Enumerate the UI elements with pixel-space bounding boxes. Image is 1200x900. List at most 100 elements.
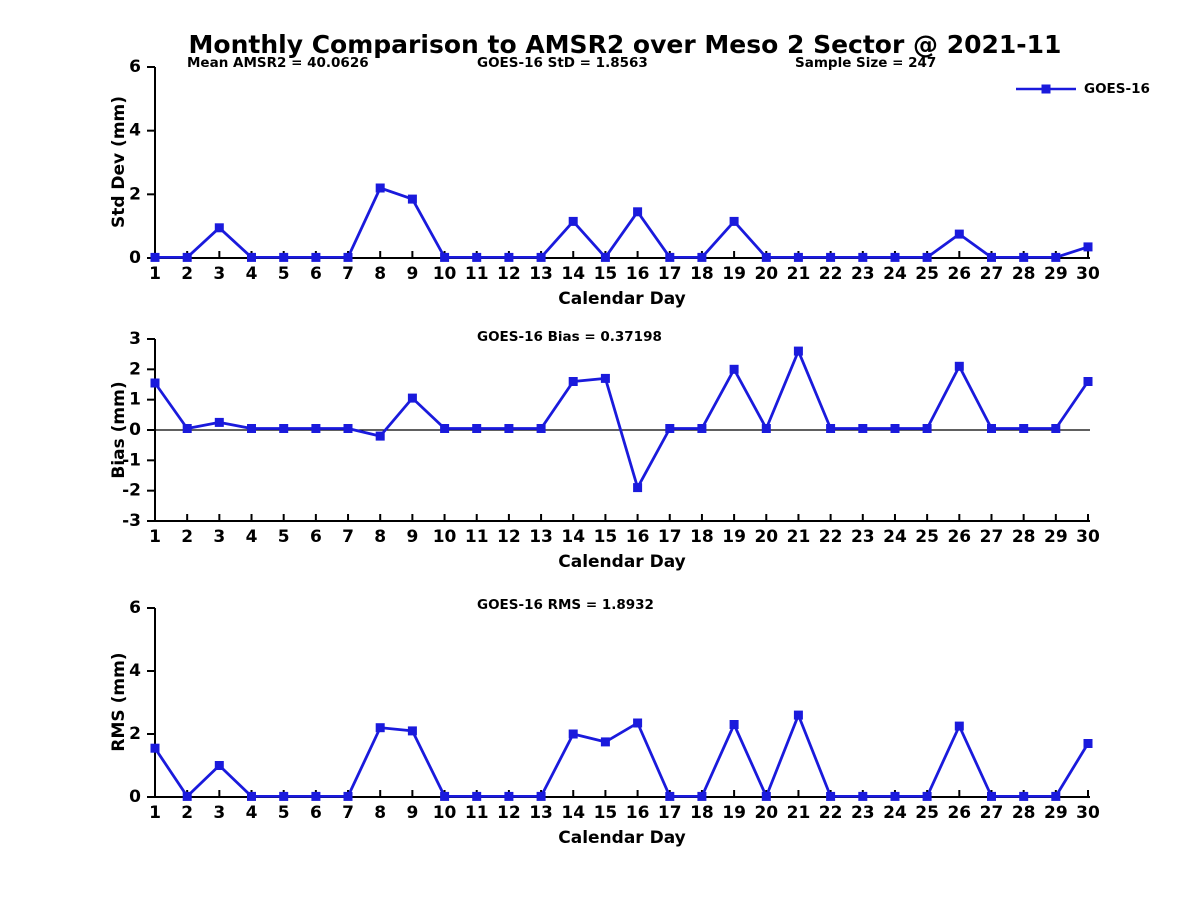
x-tick-label: 4	[246, 803, 258, 823]
x-tick-label: 18	[690, 527, 714, 547]
data-point-marker	[568, 377, 578, 386]
x-tick-label: 2	[181, 264, 193, 284]
data-point-marker	[1019, 791, 1029, 801]
legend-label: GOES-16	[1084, 81, 1150, 97]
x-tick-label: 30	[1076, 527, 1100, 547]
x-tick-label: 1	[149, 527, 161, 547]
data-point-marker	[954, 229, 964, 239]
data-point-marker	[665, 424, 675, 433]
data-point-marker	[247, 424, 256, 433]
data-point-marker	[343, 424, 353, 433]
data-point-marker	[1051, 424, 1061, 433]
y-tick-label: 0	[129, 420, 141, 440]
x-tick-label: 22	[819, 527, 843, 547]
x-tick-label: 24	[883, 527, 907, 547]
data-point-marker	[1019, 424, 1029, 433]
data-point-marker	[279, 252, 289, 262]
x-tick-label: 17	[658, 803, 682, 823]
x-tick-label: 13	[529, 527, 553, 547]
x-tick-label: 12	[497, 803, 521, 823]
data-point-marker	[440, 791, 450, 801]
data-point-marker	[600, 737, 610, 747]
x-tick-label: 13	[529, 264, 553, 284]
legend-marker-icon	[1041, 84, 1051, 94]
data-point-marker	[858, 252, 868, 262]
data-point-marker	[214, 417, 224, 427]
x-tick-label: 17	[658, 527, 682, 547]
data-point-marker	[793, 252, 803, 262]
data-point-marker	[375, 431, 385, 441]
x-axis-label-bottom: Calendar Day	[558, 828, 686, 848]
x-tick-label: 23	[851, 803, 875, 823]
data-point-marker	[536, 252, 546, 262]
y-tick-label: 0	[129, 248, 141, 268]
x-tick-label: 16	[626, 264, 650, 284]
data-point-marker	[407, 393, 417, 403]
x-tick-label: 26	[947, 803, 971, 823]
x-tick-label: 5	[278, 527, 290, 547]
x-tick-label: 14	[561, 527, 585, 547]
y-tick-label: -3	[122, 511, 141, 531]
x-tick-label: 5	[278, 803, 290, 823]
data-point-marker	[343, 791, 353, 801]
data-point-marker	[472, 791, 482, 801]
annotation-goes16-bias: GOES-16 Bias = 0.37198	[477, 329, 662, 345]
x-tick-label: 7	[342, 264, 354, 284]
data-point-marker	[504, 791, 514, 801]
x-axis-label-top: Calendar Day	[558, 289, 686, 309]
data-point-marker	[568, 729, 578, 739]
data-point-marker	[987, 252, 996, 262]
data-point-marker	[890, 791, 900, 801]
x-tick-label: 25	[915, 803, 939, 823]
data-point-marker	[890, 252, 900, 262]
data-point-marker	[826, 252, 836, 262]
data-point-marker	[826, 791, 836, 801]
x-tick-label: 19	[722, 803, 746, 823]
data-point-marker	[633, 207, 643, 217]
data-point-marker	[182, 424, 192, 433]
x-tick-label: 14	[561, 803, 585, 823]
data-point-marker	[633, 718, 643, 728]
data-point-marker	[697, 791, 707, 801]
data-point-marker	[247, 791, 256, 801]
data-point-marker	[375, 183, 385, 193]
x-tick-label: 11	[465, 527, 489, 547]
x-tick-label: 21	[787, 264, 811, 284]
data-point-marker	[665, 252, 675, 262]
x-tick-label: 6	[310, 803, 322, 823]
x-tick-label: 28	[1012, 803, 1036, 823]
data-point-marker	[858, 424, 868, 433]
y-tick-label: 2	[129, 184, 141, 204]
x-tick-label: 29	[1044, 264, 1068, 284]
data-point-marker	[890, 424, 900, 433]
x-tick-label: 16	[626, 803, 650, 823]
x-tick-label: 30	[1076, 264, 1100, 284]
x-axis-label-middle: Calendar Day	[558, 552, 686, 572]
x-tick-label: 27	[980, 803, 1004, 823]
y-tick-label: 3	[129, 329, 141, 349]
data-point-marker	[504, 424, 514, 433]
data-point-marker	[793, 710, 803, 720]
y-tick-label: -1	[122, 450, 141, 470]
y-tick-label: 0	[129, 787, 141, 807]
x-tick-label: 10	[433, 527, 457, 547]
figure-title: Monthly Comparison to AMSR2 over Meso 2 …	[188, 30, 1062, 59]
x-tick-label: 8	[374, 803, 386, 823]
y-tick-label: 6	[129, 598, 141, 618]
data-point-marker	[954, 721, 964, 731]
x-tick-label: 12	[497, 527, 521, 547]
data-point-marker	[665, 791, 675, 801]
data-point-marker	[407, 726, 417, 736]
x-tick-label: 20	[754, 264, 778, 284]
data-point-marker	[1019, 252, 1029, 262]
data-point-marker	[343, 252, 353, 262]
data-point-marker	[407, 194, 417, 204]
data-point-marker	[600, 252, 610, 262]
x-tick-label: 1	[149, 264, 161, 284]
data-point-marker	[987, 424, 996, 433]
data-point-marker	[954, 361, 964, 371]
x-tick-label: 2	[181, 803, 193, 823]
data-point-marker	[922, 252, 932, 262]
data-point-marker	[214, 761, 224, 770]
